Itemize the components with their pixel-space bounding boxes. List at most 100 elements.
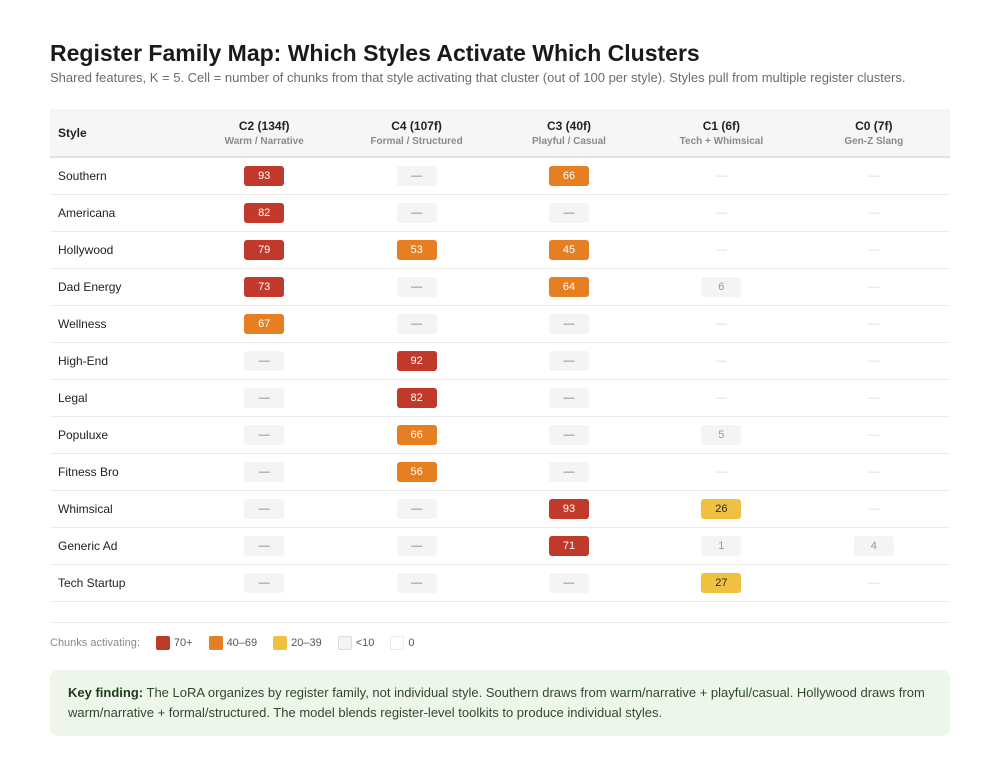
cell-c3: 71 [492,527,646,565]
legend-item-label: <10 [355,637,375,649]
cell-c1: — [645,453,798,491]
dash-badge: — [396,277,437,297]
cell-c3: — [492,305,646,343]
column-title: C3 (40f) [546,119,591,133]
cell-c2: — [188,342,341,380]
zero-dash: — [868,355,880,367]
value-badge: 4 [853,536,894,556]
legend-label: Chunks activating: [50,637,140,649]
table-row: Wellness 67 — — — — [50,305,950,343]
style-name: Populuxe [50,416,188,454]
zero-dash: — [868,392,880,404]
cell-c1: 26 [645,490,798,528]
zero-dash: — [715,466,727,478]
column-title: C4 (107f) [391,119,442,133]
cell-c2: 93 [188,157,341,195]
value-badge: 67 [244,314,285,334]
style-name: Wellness [50,305,188,343]
cell-c2: — [188,379,341,417]
dash-badge: — [244,388,285,408]
dash-badge: — [548,573,589,593]
table-body: Southern 93 — 66 — — Americana 82 — — — — Hollywood 7… [50,157,950,602]
value-badge: 45 [548,240,589,260]
dash-badge: — [548,203,589,223]
value-badge: 93 [548,499,589,519]
cell-c3: 66 [492,157,646,195]
style-name: Whimsical [50,490,188,528]
cell-c4: 66 [340,416,493,454]
column-title: C2 (134f) [238,119,290,133]
legend-swatch [273,636,288,650]
cell-c1: — [645,305,798,343]
style-name: Southern [50,157,188,195]
zero-dash: — [715,355,727,367]
cell-c4: — [340,157,493,195]
cell-c4: — [340,564,493,602]
cell-c1: 1 [645,527,798,565]
value-badge: 64 [548,277,589,297]
table-row: Tech Startup — — — 27 — [50,564,950,602]
cell-c1: — [645,342,798,380]
page-subtitle: Shared features, K = 5. Cell = number of… [50,70,906,85]
value-badge: 26 [701,499,742,519]
dash-badge: — [396,499,437,519]
cell-c0: — [797,268,950,306]
style-column-header: Style [50,109,188,158]
cluster-table: Style C2 (134f) Warm / Narrative C4 (107f… [50,109,950,602]
value-badge: 79 [244,240,285,260]
cell-c3: — [492,453,646,491]
cell-c3: 45 [492,231,646,269]
cell-c3: — [492,194,646,232]
legend-swatch [155,636,170,650]
dash-badge: — [548,462,589,482]
table-row: Legal — 82 — — — [50,379,950,417]
legend-swatch [337,636,352,650]
column-subtitle: Formal / Structured [370,136,463,147]
column-header-c2: C2 (134f) Warm / Narrative [188,109,341,158]
column-subtitle: Playful / Casual [532,136,606,147]
legend: Chunks activating: 70+ 40–69 20–39 <10 0 [50,622,950,650]
cell-c1: — [645,157,798,195]
cell-c0: — [797,379,950,417]
cell-c1: — [645,194,798,232]
cell-c4: — [340,305,493,343]
value-badge: 27 [701,573,742,593]
value-badge: 66 [548,166,589,186]
dash-badge: — [396,314,437,334]
cell-c0: — [797,453,950,491]
table-row: Populuxe — 66 — 5 — [50,416,950,454]
value-badge: 82 [396,388,437,408]
cell-c2: — [188,416,341,454]
cell-c0: — [797,416,950,454]
zero-dash: — [715,170,727,182]
legend-item-label: 20–39 [291,637,322,649]
column-title: C0 (7f) [855,119,893,133]
cell-c4: — [340,527,493,565]
cell-c4: 56 [340,453,493,491]
cell-c3: — [492,416,646,454]
style-name: Americana [50,194,188,232]
table-row: Dad Energy 73 — 64 6 — [50,268,950,306]
zero-dash: — [715,318,727,330]
column-subtitle: Gen-Z Slang [844,136,904,147]
cell-c2: — [188,527,341,565]
cell-c4: 53 [340,231,493,269]
column-header-c0: C0 (7f) Gen-Z Slang [797,109,950,158]
dash-badge: — [396,166,437,186]
cell-c0: — [797,305,950,343]
cell-c3: — [492,379,646,417]
dash-badge: — [396,573,437,593]
dash-badge: — [548,425,589,445]
page-title: Register Family Map: Which Styles Activa… [50,40,700,66]
dash-badge: — [244,351,285,371]
value-badge: 6 [701,277,742,297]
dash-badge: — [548,314,589,334]
cell-c2: 79 [188,231,341,269]
dash-badge: — [548,388,589,408]
legend-swatch [208,636,223,650]
cell-c0: 4 [797,527,950,565]
zero-dash: — [868,281,880,293]
table-row: Fitness Bro — 56 — — — [50,453,950,491]
key-finding-lead: Key finding: [68,685,144,700]
value-badge: 93 [244,166,285,186]
